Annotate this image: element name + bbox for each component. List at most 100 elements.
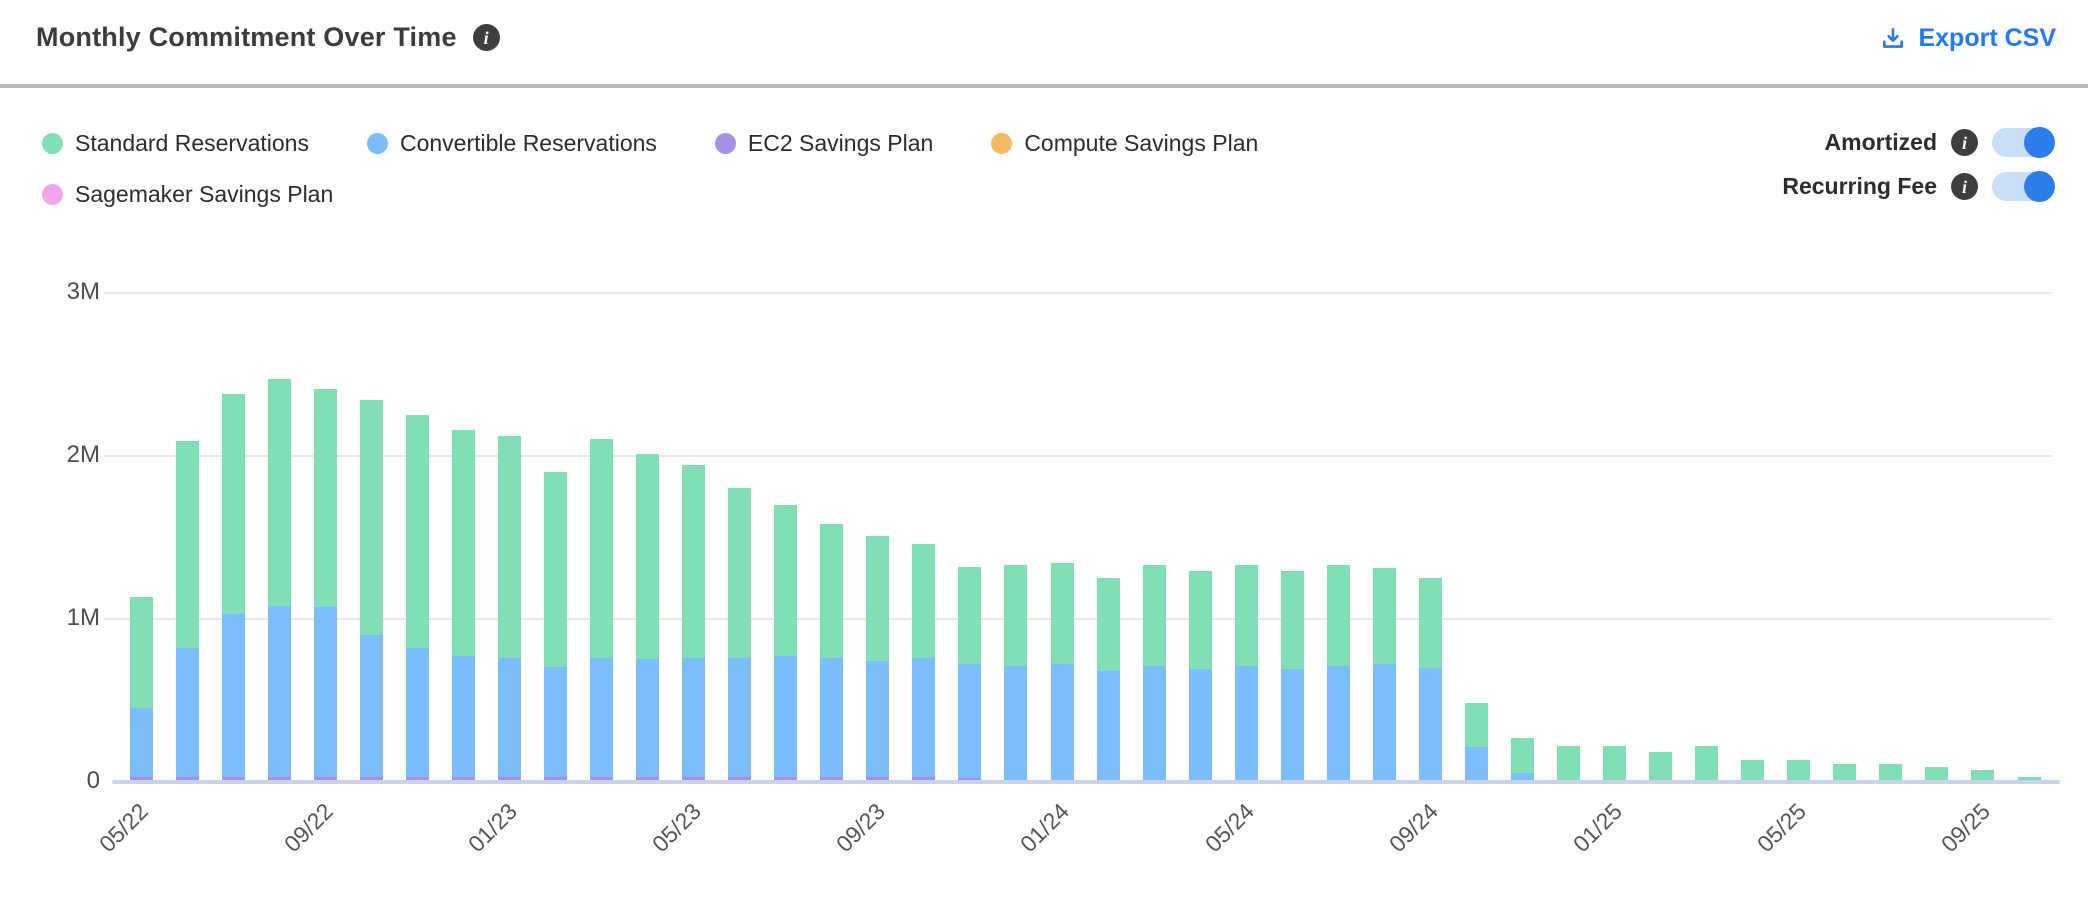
bar-segment-standard-reservations [1464, 703, 1488, 748]
bar-segment-standard-reservations [313, 388, 337, 608]
bar-06-24[interactable] [1280, 571, 1304, 780]
bar-segment-standard-reservations [820, 524, 844, 658]
toggle-label: Amortized [1824, 129, 1937, 155]
bar-03-24[interactable] [1142, 564, 1166, 780]
bar-04-24[interactable] [1188, 571, 1212, 780]
bar-segment-standard-reservations [221, 393, 245, 614]
export-csv-button[interactable]: Export CSV [1880, 24, 2056, 53]
bar-11-22[interactable] [405, 414, 429, 781]
bar-02-25[interactable] [1649, 752, 1673, 780]
legend-label: Compute Savings Plan [1024, 130, 1259, 156]
bar-09-23[interactable] [866, 535, 890, 781]
bar-04-23[interactable] [636, 454, 659, 781]
bar-segment-standard-reservations [1649, 752, 1673, 780]
bar-segment-convertible-reservations [820, 657, 844, 777]
bar-02-23[interactable] [544, 471, 567, 780]
bar-segment-convertible-reservations [405, 647, 429, 777]
bar-09-22[interactable] [313, 388, 337, 780]
y-axis-label: 3M [66, 278, 100, 305]
bar-segment-convertible-reservations [912, 657, 936, 777]
legend-dot [714, 133, 736, 154]
bar-05-22[interactable] [129, 597, 153, 780]
bar-11-23[interactable] [958, 566, 982, 781]
legend-label: Sagemaker Savings Plan [75, 181, 334, 207]
bar-07-22[interactable] [221, 393, 245, 781]
bar-09-25[interactable] [1971, 770, 1995, 780]
legend-item-sagemaker-savings-plan[interactable]: Sagemaker Savings Plan [42, 181, 333, 208]
gridline-3M [104, 292, 2052, 294]
bar-06-23[interactable] [728, 488, 752, 780]
bar-02-24[interactable] [1096, 577, 1120, 780]
bar-09-24[interactable] [1418, 577, 1442, 781]
toggle-info-icon[interactable]: i [1951, 173, 1978, 200]
x-axis-label: 05/24 [1199, 798, 1259, 858]
bar-10-22[interactable] [359, 400, 383, 780]
bar-04-25[interactable] [1741, 760, 1765, 780]
legend-item-standard-reservations[interactable]: Standard Reservations [42, 130, 309, 157]
toggle-switch-recurring-fee[interactable] [1992, 171, 2055, 202]
y-axis-label: 2M [66, 441, 100, 468]
x-axis-label: 09/23 [831, 798, 891, 858]
download-icon [1883, 27, 1904, 48]
bar-segment-standard-reservations [958, 566, 982, 665]
bar-05-23[interactable] [682, 465, 706, 780]
bar-10-24[interactable] [1464, 703, 1488, 780]
bar-06-25[interactable] [1833, 763, 1857, 780]
bar-segment-standard-reservations [912, 543, 936, 658]
bar-05-25[interactable] [1787, 760, 1811, 780]
bar-10-25[interactable] [2017, 776, 2041, 780]
title-info-icon[interactable]: i [472, 24, 500, 51]
legend-item-compute-savings-plan[interactable]: Compute Savings Plan [991, 130, 1258, 157]
bar-segment-convertible-reservations [1142, 665, 1166, 780]
bar-08-24[interactable] [1372, 568, 1396, 780]
bar-segment-standard-reservations [1142, 564, 1166, 666]
bar-12-24[interactable] [1557, 745, 1580, 780]
bar-segment-standard-reservations [544, 471, 567, 668]
bar-07-25[interactable] [1879, 763, 1903, 780]
bar-03-23[interactable] [590, 439, 613, 780]
bar-03-25[interactable] [1695, 745, 1719, 780]
bar-segment-convertible-reservations [682, 657, 706, 777]
bar-segment-ec2-savings-plan [728, 776, 752, 780]
bar-segment-standard-reservations [1741, 760, 1765, 780]
gridline-1M [104, 618, 2052, 620]
legend-item-ec2-savings-plan[interactable]: EC2 Savings Plan [714, 130, 933, 157]
bar-11-24[interactable] [1511, 737, 1534, 780]
bar-01-23[interactable] [497, 436, 521, 781]
bar-segment-standard-reservations [1879, 763, 1903, 780]
bar-segment-convertible-reservations [958, 664, 982, 779]
x-axis-label: 09/24 [1383, 798, 1443, 858]
bar-segment-ec2-savings-plan [820, 776, 844, 781]
bar-segment-convertible-reservations [1234, 665, 1258, 780]
toggle-info-icon[interactable]: i [1951, 129, 1978, 156]
bar-12-23[interactable] [1004, 564, 1028, 780]
bar-segment-standard-reservations [682, 465, 706, 658]
bar-07-24[interactable] [1326, 564, 1350, 780]
toggle-group: Amortized i Recurring Fee i [1782, 127, 2055, 202]
bar-06-22[interactable] [175, 441, 199, 781]
bar-05-24[interactable] [1234, 564, 1258, 780]
chart-legend: Standard Reservations Convertible Reserva… [42, 130, 1442, 208]
bar-segment-standard-reservations [636, 454, 659, 660]
legend-dot [42, 184, 63, 205]
bar-segment-convertible-reservations [866, 661, 890, 777]
bar-01-25[interactable] [1603, 745, 1626, 780]
bar-08-23[interactable] [820, 524, 844, 781]
bar-10-23[interactable] [912, 543, 936, 780]
legend-item-convertible-reservations[interactable]: Convertible Reservations [366, 130, 657, 157]
bar-segment-standard-reservations [1280, 571, 1304, 670]
bar-01-24[interactable] [1050, 563, 1074, 780]
bar-segment-convertible-reservations [221, 613, 245, 777]
bar-segment-convertible-reservations [590, 657, 613, 777]
bar-segment-ec2-savings-plan [221, 776, 245, 781]
bar-12-22[interactable] [451, 429, 475, 781]
header-divider [0, 84, 2088, 88]
bar-segment-standard-reservations [866, 535, 890, 661]
bar-segment-standard-reservations [1096, 577, 1120, 671]
bar-segment-standard-reservations [1511, 737, 1534, 774]
toggle-switch-amortized[interactable] [1992, 127, 2055, 158]
bar-08-22[interactable] [267, 379, 291, 781]
bar-07-23[interactable] [774, 504, 798, 781]
page-title: Monthly Commitment Over Time [36, 22, 457, 52]
bar-08-25[interactable] [1925, 767, 1949, 780]
